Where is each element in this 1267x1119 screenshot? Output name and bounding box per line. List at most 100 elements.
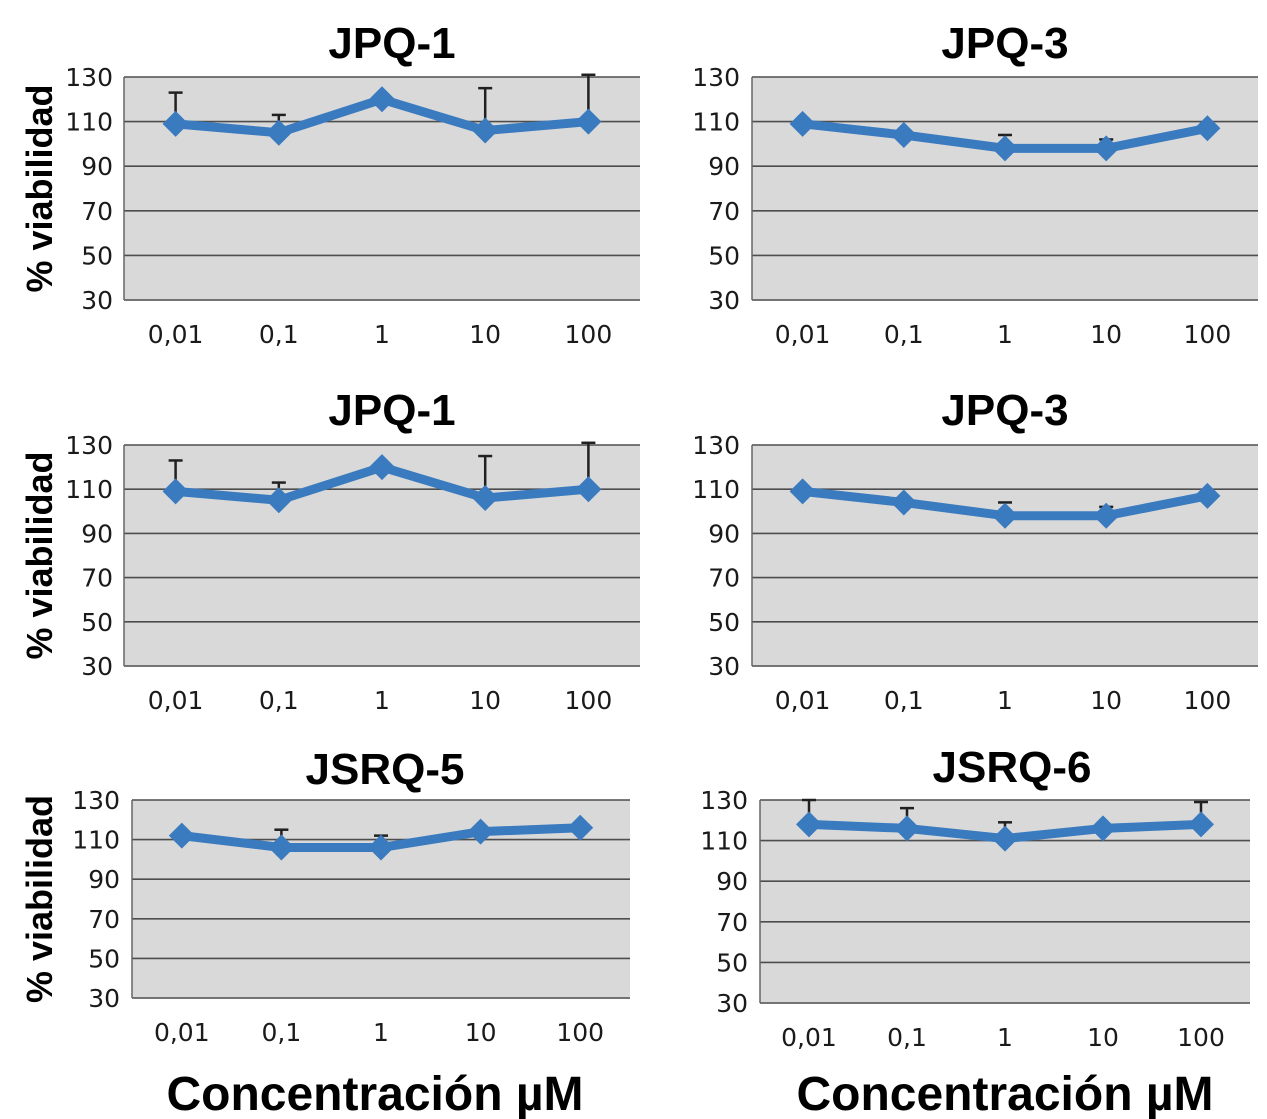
y-tick-label: 50	[708, 608, 740, 637]
chart-title: JPQ-1	[328, 19, 455, 68]
x-tick-label: 10	[465, 1018, 497, 1047]
data-point-marker	[1093, 135, 1120, 162]
y-tick-label: 30	[81, 652, 113, 681]
x-tick-label: 100	[565, 320, 613, 349]
y-tick-label: 110	[72, 826, 120, 855]
y-tick-label: 70	[708, 564, 740, 593]
data-point-marker	[890, 121, 917, 148]
y-tick-label: 110	[65, 475, 113, 504]
x-tick-label: 0,01	[154, 1018, 210, 1047]
x-tick-label: 1	[997, 320, 1013, 349]
y-tick-label: 50	[88, 944, 120, 973]
x-tick-label: 100	[1184, 320, 1232, 349]
y-tick-label: 90	[88, 865, 120, 894]
x-axis-label-left: Concentración µM	[166, 1068, 583, 1119]
x-tick-label: 100	[1184, 686, 1232, 715]
y-tick-label: 130	[65, 63, 113, 92]
x-tick-label: 10	[1087, 1023, 1119, 1052]
y-tick-label: 50	[81, 241, 113, 270]
y-tick-label: 50	[81, 608, 113, 637]
y-tick-label: 110	[700, 827, 748, 856]
y-tick-label: 130	[700, 786, 748, 815]
x-axis-label-right: Concentración µM	[796, 1068, 1213, 1119]
y-tick-label: 70	[716, 908, 748, 937]
y-tick-label: 90	[708, 152, 740, 181]
chart-title: JSRQ-6	[933, 743, 1092, 792]
x-tick-label: 1	[997, 1023, 1013, 1052]
x-tick-label: 1	[374, 686, 390, 715]
y-tick-label: 130	[692, 431, 740, 460]
data-point-marker	[1194, 115, 1221, 142]
x-tick-label: 1	[997, 686, 1013, 715]
data-point-marker	[789, 478, 816, 505]
x-tick-label: 100	[556, 1018, 604, 1047]
data-point-marker	[1090, 815, 1116, 842]
data-point-marker	[789, 110, 816, 137]
data-point-marker	[265, 487, 292, 514]
y-axis-label: % viabilidad	[19, 84, 60, 292]
x-tick-label: 0,1	[884, 686, 924, 715]
plot-area	[124, 445, 640, 666]
data-point-marker	[796, 811, 822, 838]
x-tick-label: 100	[565, 686, 613, 715]
data-point-marker	[575, 476, 602, 503]
x-tick-label: 0,1	[259, 686, 299, 715]
y-tick-label: 30	[81, 286, 113, 315]
y-tick-label: 70	[81, 564, 113, 593]
y-axis-label: % viabilidad	[19, 795, 60, 1003]
data-point-marker	[268, 834, 295, 861]
plot-area	[752, 445, 1258, 666]
y-tick-label: 70	[81, 197, 113, 226]
plot-area	[752, 77, 1258, 300]
y-tick-label: 130	[692, 63, 740, 92]
x-tick-label: 10	[469, 320, 501, 349]
x-tick-label: 0,01	[781, 1023, 837, 1052]
data-point-marker	[1093, 502, 1120, 529]
data-point-marker	[472, 485, 499, 512]
y-tick-label: 90	[716, 867, 748, 896]
plot-area	[124, 77, 640, 300]
x-tick-label: 0,01	[775, 320, 831, 349]
x-tick-label: 10	[1090, 686, 1122, 715]
x-tick-label: 1	[373, 1018, 389, 1047]
x-tick-label: 0,1	[887, 1023, 927, 1052]
data-point-marker	[265, 119, 292, 146]
x-tick-label: 100	[1177, 1023, 1225, 1052]
data-point-marker	[1194, 482, 1221, 509]
y-tick-label: 90	[708, 519, 740, 548]
x-tick-label: 0,1	[262, 1018, 302, 1047]
y-tick-label: 30	[708, 286, 740, 315]
x-tick-label: 10	[469, 686, 501, 715]
chart-title: JPQ-3	[941, 386, 1068, 435]
y-tick-label: 50	[708, 241, 740, 270]
data-point-marker	[1188, 811, 1214, 838]
y-tick-label: 30	[708, 652, 740, 681]
data-point-marker	[894, 815, 920, 842]
data-point-marker	[567, 814, 594, 841]
chart-title: JPQ-3	[941, 19, 1068, 68]
data-point-marker	[890, 489, 917, 516]
x-tick-label: 0,01	[148, 320, 204, 349]
chart-title: JPQ-1	[328, 386, 455, 435]
data-point-marker	[575, 108, 602, 135]
data-point-marker	[162, 110, 189, 137]
x-tick-label: 1	[374, 320, 390, 349]
y-tick-label: 90	[81, 152, 113, 181]
data-point-marker	[992, 825, 1018, 852]
y-tick-label: 110	[692, 475, 740, 504]
x-tick-label: 10	[1090, 320, 1122, 349]
y-tick-label: 110	[65, 108, 113, 137]
data-point-marker	[162, 478, 189, 505]
y-tick-label: 70	[708, 197, 740, 226]
data-point-marker	[369, 454, 395, 481]
y-tick-label: 30	[716, 989, 748, 1018]
y-tick-label: 50	[716, 948, 748, 977]
y-tick-label: 90	[81, 519, 113, 548]
x-tick-label: 0,1	[259, 320, 299, 349]
data-point-marker	[467, 818, 494, 845]
